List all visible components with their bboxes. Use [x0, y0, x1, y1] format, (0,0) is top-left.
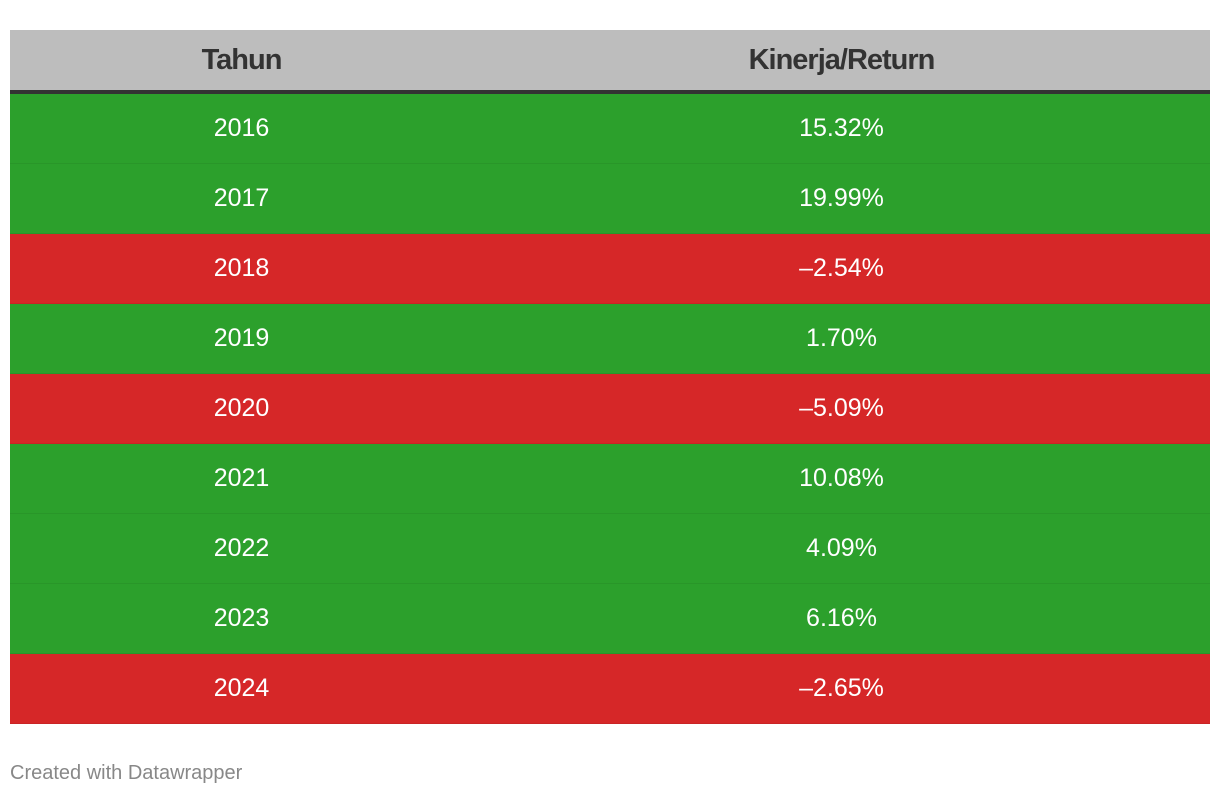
table-header: Tahun Kinerja/Return — [10, 30, 1210, 94]
return-cell: –2.54% — [799, 254, 884, 282]
return-cell: 4.09% — [806, 534, 877, 562]
return-cell: 6.16% — [806, 604, 877, 632]
return-cell: 19.99% — [799, 184, 884, 212]
table-row: 2018 –2.54% — [10, 234, 1210, 304]
return-cell: 15.32% — [799, 114, 884, 142]
year-cell: 2017 — [213, 184, 270, 212]
table-row: 2017 19.99% — [10, 164, 1210, 234]
year-cell: 2023 — [213, 604, 270, 632]
table-row: 2016 15.32% — [10, 94, 1210, 164]
table-body: 2016 15.32% 2017 19.99% 2018 –2.54% 2019 1.70% 2… — [10, 94, 1210, 724]
datawrapper-credit: Created with Datawrapper — [10, 762, 243, 784]
year-cell: 2022 — [213, 534, 270, 562]
year-cell: 2021 — [213, 464, 270, 492]
return-cell: –5.09% — [799, 394, 884, 422]
table-row: 2020 –5.09% — [10, 374, 1210, 444]
year-cell: 2020 — [213, 394, 270, 422]
return-cell: 1.70% — [806, 324, 877, 352]
header-tahun: Tahun — [201, 44, 283, 76]
table-row: 2024 –2.65% — [10, 654, 1210, 724]
year-cell: 2019 — [213, 324, 270, 352]
year-cell: 2018 — [213, 254, 270, 282]
table-row: 2019 1.70% — [10, 304, 1210, 374]
return-cell: 10.08% — [799, 464, 884, 492]
year-cell: 2024 — [213, 674, 270, 702]
returns-table: Tahun Kinerja/Return 2016 15.32% 2017 19.99… — [10, 30, 1210, 724]
table-row: 2023 6.16% — [10, 584, 1210, 654]
table-row: 2022 4.09% — [10, 514, 1210, 584]
header-kinerja-return: Kinerja/Return — [748, 44, 936, 76]
return-cell: –2.65% — [799, 674, 884, 702]
table-row: 2021 10.08% — [10, 444, 1210, 514]
year-cell: 2016 — [213, 114, 270, 142]
